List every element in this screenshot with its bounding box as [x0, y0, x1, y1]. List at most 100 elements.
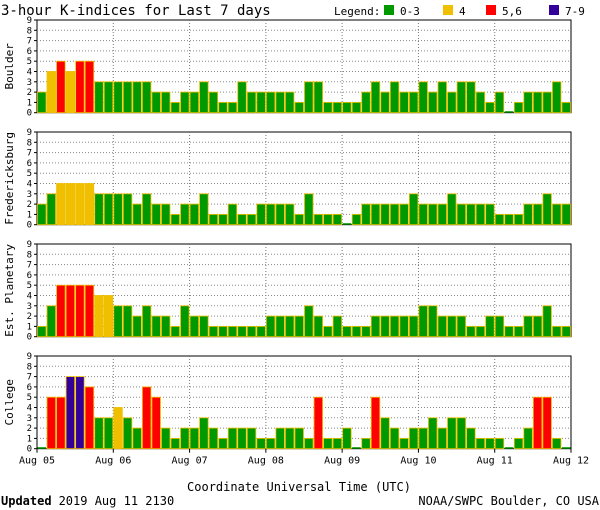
bar — [513, 213, 524, 226]
legend-swatch-1 — [443, 5, 453, 15]
bar — [389, 427, 400, 450]
y-tick-label: 3 — [27, 414, 32, 424]
station-label: Est. Planetary — [3, 244, 16, 337]
bar — [132, 427, 142, 450]
bar — [552, 437, 562, 450]
bar — [75, 60, 85, 114]
x-tick-label: Aug 06 — [95, 456, 131, 467]
bar — [504, 213, 514, 226]
bar — [151, 91, 161, 114]
bar — [561, 325, 571, 338]
bar — [170, 325, 180, 338]
bar — [94, 81, 104, 114]
bar — [370, 81, 381, 114]
bar — [447, 315, 457, 338]
y-tick-label: 4 — [27, 68, 32, 78]
y-tick-label: 6 — [27, 159, 32, 169]
y-tick-label: 8 — [27, 362, 32, 372]
bar — [408, 193, 419, 226]
bar — [294, 427, 304, 450]
bar — [218, 102, 228, 114]
bar — [447, 193, 457, 226]
y-tick-label: 3 — [27, 78, 32, 88]
bar — [84, 284, 95, 338]
bar — [332, 102, 343, 114]
bar — [151, 396, 161, 450]
bar — [523, 91, 533, 114]
bar — [180, 91, 190, 114]
bar — [561, 102, 571, 114]
bar — [561, 447, 571, 449]
bar — [485, 203, 495, 226]
bar — [94, 193, 104, 226]
bar — [323, 213, 333, 226]
y-tick-label: 8 — [27, 138, 32, 148]
bar — [552, 325, 562, 338]
bar — [141, 386, 152, 450]
y-tick-label: 4 — [27, 404, 32, 414]
bar — [285, 427, 295, 450]
bar — [294, 213, 304, 226]
bar — [399, 437, 409, 450]
bar — [532, 91, 543, 114]
bar — [504, 325, 514, 338]
bar — [227, 203, 238, 226]
bar — [532, 203, 543, 226]
bar — [304, 305, 314, 338]
bar — [542, 305, 552, 338]
bar — [351, 213, 362, 226]
x-axis: Aug 05 Aug 06 Aug 07 Aug 08 Aug 09 Aug 10 Aug … — [19, 448, 589, 467]
bar — [428, 417, 438, 450]
bar — [466, 427, 476, 450]
legend-label-2: 5,6 — [502, 5, 522, 18]
y-tick-label: 3 — [27, 302, 32, 312]
bar — [456, 417, 467, 450]
bar — [170, 437, 180, 450]
bar — [103, 417, 114, 450]
bar — [456, 81, 467, 114]
bar — [265, 203, 276, 226]
x-tick-label: Aug 10 — [400, 456, 436, 467]
bar — [65, 284, 76, 338]
bar — [399, 203, 409, 226]
bar — [532, 315, 543, 338]
bar — [237, 325, 247, 338]
bar — [94, 295, 104, 338]
bar — [37, 325, 47, 338]
y-tick-label: 4 — [27, 292, 32, 302]
bar — [199, 417, 209, 450]
bar — [428, 305, 438, 338]
bar — [75, 284, 85, 338]
bar — [84, 60, 95, 114]
y-tick-label: 0 — [27, 333, 32, 343]
bar — [256, 91, 266, 114]
bar — [103, 81, 114, 114]
bar — [246, 91, 257, 114]
bar — [342, 325, 352, 338]
y-tick-label: 2 — [27, 424, 32, 434]
bar — [532, 396, 543, 450]
y-tick-label: 5 — [27, 281, 32, 291]
bar — [542, 193, 552, 226]
bar — [466, 203, 476, 226]
bar — [294, 102, 304, 114]
bar — [485, 437, 495, 450]
bar — [94, 417, 104, 450]
y-tick-label: 1 — [27, 434, 32, 444]
bar — [180, 305, 190, 338]
bar — [332, 213, 343, 226]
bar — [437, 315, 447, 338]
bar — [113, 407, 123, 450]
legend: 0-3 4 5,6 7-9 — [384, 5, 585, 18]
bar — [389, 315, 400, 338]
y-tick-label: 4 — [27, 180, 32, 190]
y-tick-label: 9 — [27, 240, 32, 250]
bar — [456, 315, 467, 338]
y-tick-label: 7 — [27, 149, 32, 159]
y-tick-label: 1 — [27, 98, 32, 108]
bar — [161, 315, 171, 338]
y-tick-label: 7 — [27, 37, 32, 47]
bar — [141, 81, 152, 114]
bar — [189, 91, 200, 114]
